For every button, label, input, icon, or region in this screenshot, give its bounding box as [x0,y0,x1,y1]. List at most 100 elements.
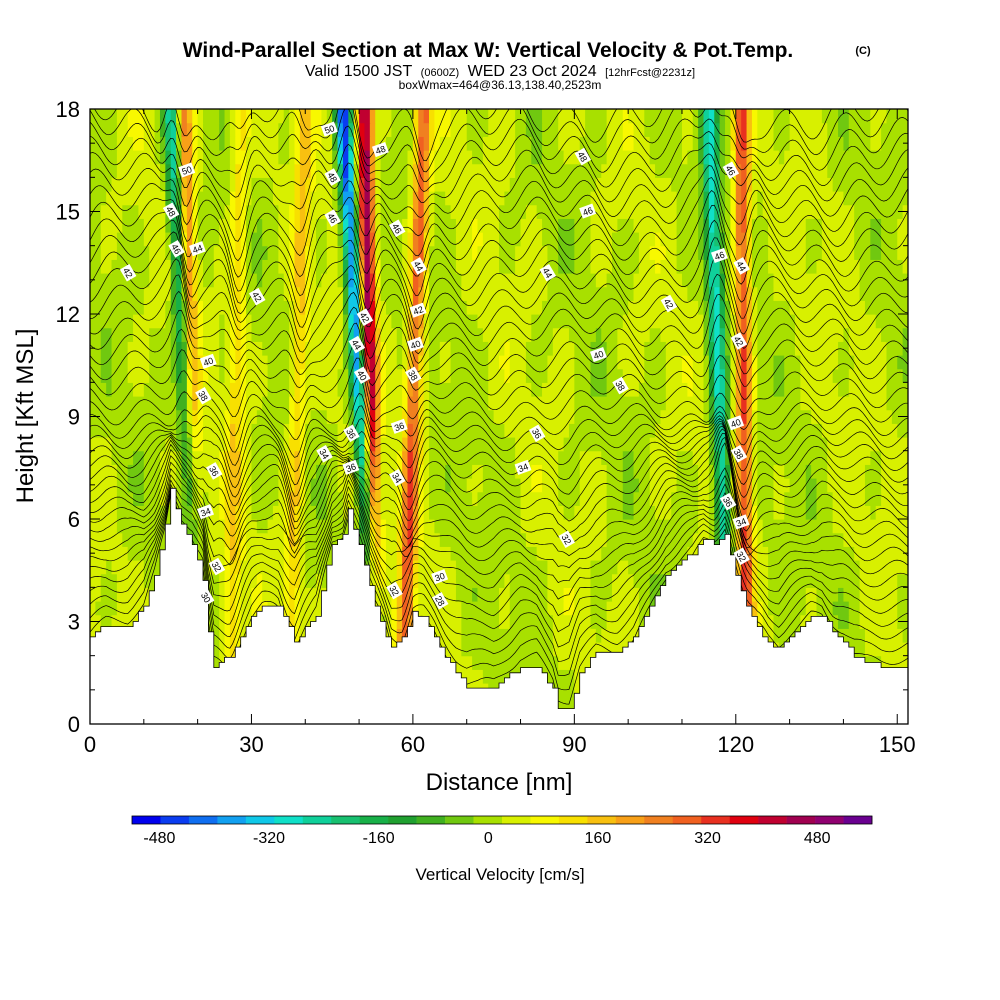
theta-label-background [722,161,740,180]
velocity-cell [159,122,166,137]
velocity-cell [784,464,807,479]
velocity-cell [429,150,436,165]
velocity-cell [412,314,419,329]
velocity-cell [552,327,570,342]
velocity-cell [90,601,96,616]
velocity-cell [714,423,721,438]
velocity-cell [870,218,882,233]
velocity-cell [714,314,721,329]
velocity-cell [90,232,102,247]
velocity-cell [730,341,737,356]
theta-label-text: 40 [592,349,605,362]
theta-label-background [178,162,196,178]
velocity-cell [229,273,236,288]
velocity-cell [429,273,462,288]
theta-contour-label: 34 [316,445,333,463]
velocity-cell [633,286,688,301]
velocity-cell [181,505,193,520]
velocity-cell [278,491,285,506]
theta-label-text: 40 [355,369,369,383]
velocity-cell [294,587,301,602]
velocity-cell [563,601,575,616]
velocity-cell [90,382,107,397]
velocity-cell [434,204,452,219]
velocity-cell [762,204,855,219]
velocity-cell [186,109,193,124]
theta-label-text: 30 [199,591,213,605]
velocity-cell [751,587,758,602]
velocity-cell [391,314,403,329]
velocity-cell [299,409,306,424]
velocity-cell [606,355,618,370]
velocity-cell [316,505,328,520]
velocity-cell [751,232,769,247]
velocity-cell [407,573,414,588]
theta-contour-line [90,479,908,617]
velocity-cell [719,136,726,151]
velocity-cell [337,150,344,165]
theta-label-background [371,141,389,158]
velocity-cell [396,546,403,561]
velocity-cell [407,245,414,260]
velocity-cell [708,396,715,411]
velocity-cell [283,587,290,602]
velocity-cell [289,232,296,247]
velocity-cell [219,218,231,233]
velocity-cell [859,259,904,274]
velocity-cell [838,109,850,124]
velocity-cell [676,450,694,465]
velocity-cell [90,218,102,233]
velocity-cell [429,382,489,397]
velocity-cell [768,573,861,588]
velocity-cell [730,491,737,506]
velocity-cell [558,491,581,506]
velocity-cell [353,355,360,370]
velocity-cell [499,218,522,233]
colorbar-frame [131,815,873,825]
velocity-cell [375,396,382,411]
velocity-cell [122,218,145,233]
velocity-cell [725,150,732,165]
theta-label-background [197,504,214,520]
theta-label-text: 36 [345,461,358,474]
velocity-cell [708,204,715,219]
velocity-cell [192,204,199,219]
velocity-cell [353,163,360,178]
theta-label-text: 32 [210,560,224,574]
velocity-cell [165,437,172,452]
velocity-cell [251,587,263,602]
velocity-cell [423,204,430,219]
velocity-cell [197,409,204,424]
theta-contour-label: 38 [195,386,212,405]
velocity-cell [289,437,301,452]
velocity-cell [725,218,732,233]
colorbar-swatch [644,816,674,824]
velocity-cell [353,232,360,247]
velocity-cell [289,245,296,260]
velocity-cell [219,601,226,616]
velocity-cell [380,245,403,260]
velocity-cell [757,368,775,383]
velocity-cell [337,122,344,137]
theta-contour-line [90,357,908,422]
theta-contour-label: 50 [178,162,196,178]
velocity-cell [719,163,726,178]
velocity-cell [106,560,113,575]
velocity-cell [805,587,818,602]
velocity-cell [240,396,247,411]
velocity-cell [848,601,861,616]
velocity-cell [359,109,371,124]
theta-contour-line [90,405,908,473]
velocity-cell [359,150,366,165]
colorbar-swatch [388,816,417,824]
velocity-cell [192,423,204,438]
velocity-cell [542,109,559,124]
velocity-cell [897,245,908,260]
velocity-cell [897,218,908,233]
velocity-cell [159,163,166,178]
theta-label-background [388,219,406,238]
velocity-cell [348,218,355,233]
theta-label-text: 46 [325,211,339,225]
velocity-cell [353,382,360,397]
velocity-cell [730,109,737,124]
